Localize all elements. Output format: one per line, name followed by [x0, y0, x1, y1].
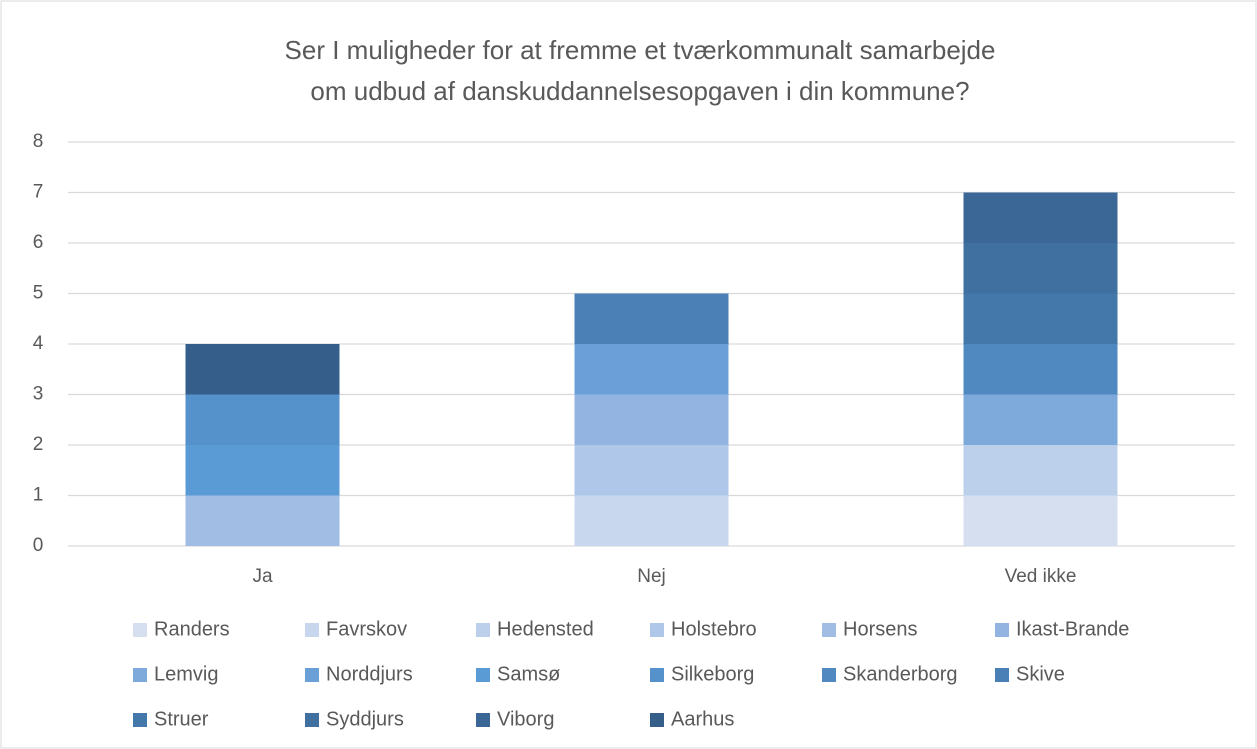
bar-segment: [963, 243, 1118, 294]
y-tick-label: 2: [33, 434, 44, 455]
legend-swatch: [133, 623, 147, 637]
legend-swatch: [476, 668, 490, 682]
bar-segment: [574, 445, 729, 496]
bar-segment: [574, 344, 729, 395]
legend-label: Norddjurs: [326, 663, 413, 685]
y-tick-label: 5: [33, 283, 44, 304]
bar-segment: [963, 445, 1118, 496]
y-tick-label: 3: [33, 384, 44, 405]
bar-segment: [574, 495, 729, 546]
legend-swatch: [995, 623, 1009, 637]
legend-swatch: [476, 713, 490, 727]
chart-title: om udbud af danskuddannelsesopgaven i di…: [310, 76, 969, 106]
bar-segment: [963, 192, 1118, 243]
y-tick-label: 6: [33, 232, 44, 253]
y-tick-label: 1: [33, 485, 44, 506]
bar-segment: [574, 293, 729, 344]
bar-segment: [963, 344, 1118, 395]
legend-label: Holstebro: [671, 618, 757, 640]
bar-segment: [185, 344, 340, 395]
legend-label: Viborg: [497, 708, 554, 730]
legend-swatch: [133, 668, 147, 682]
legend-swatch: [133, 713, 147, 727]
y-tick-label: 4: [33, 333, 44, 354]
legend-swatch: [822, 623, 836, 637]
x-tick-label: Nej: [637, 566, 666, 587]
legend-label: Randers: [154, 618, 230, 640]
legend-label: Lemvig: [154, 663, 218, 685]
legend-swatch: [995, 668, 1009, 682]
legend-label: Skanderborg: [843, 663, 958, 685]
legend-label: Silkeborg: [671, 663, 754, 685]
bar-segment: [185, 495, 340, 546]
legend-label: Aarhus: [671, 708, 734, 730]
legend-label: Horsens: [843, 618, 917, 640]
bar-segment: [963, 293, 1118, 344]
legend-swatch: [822, 668, 836, 682]
bar-segment: [185, 445, 340, 496]
legend-label: Syddjurs: [326, 708, 404, 730]
legend-swatch: [476, 623, 490, 637]
y-tick-label: 0: [33, 535, 44, 556]
legend-swatch: [650, 713, 664, 727]
bar-segment: [574, 394, 729, 445]
chart-title: Ser I muligheder for at fremme et tværko…: [285, 35, 996, 65]
bar-segment: [963, 495, 1118, 546]
y-tick-label: 8: [33, 131, 44, 152]
legend-label: Samsø: [497, 663, 560, 685]
legend-label: Hedensted: [497, 618, 594, 640]
legend-swatch: [650, 623, 664, 637]
legend-label: Favrskov: [326, 618, 407, 640]
legend-label: Ikast-Brande: [1016, 618, 1129, 640]
legend-swatch: [305, 713, 319, 727]
x-tick-label: Ved ikke: [1005, 566, 1077, 587]
legend-label: Skive: [1016, 663, 1065, 685]
legend-label: Struer: [154, 708, 209, 730]
y-tick-label: 7: [33, 182, 44, 203]
legend-swatch: [305, 668, 319, 682]
x-tick-label: Ja: [252, 566, 273, 587]
legend-swatch: [305, 623, 319, 637]
legend-swatch: [650, 668, 664, 682]
bar-segment: [963, 394, 1118, 445]
bar-segment: [185, 394, 340, 445]
